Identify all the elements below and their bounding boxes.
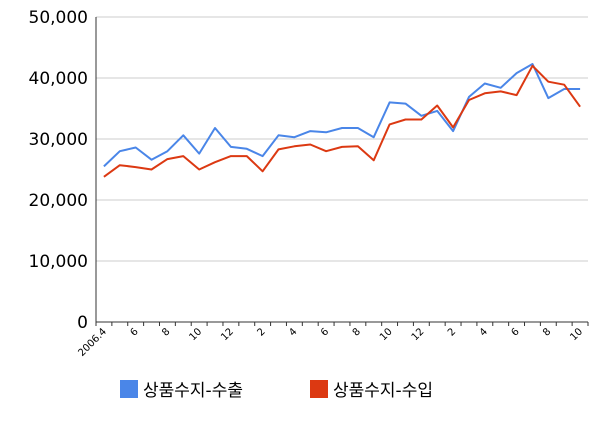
y-tick-label: 30,000 <box>29 130 88 150</box>
x-tick-label: 2 <box>255 326 267 338</box>
series-line-1 <box>103 63 581 168</box>
y-tick-label: 50,000 <box>29 8 88 28</box>
legend: 상품수지-수출 상품수지-수입 <box>120 380 433 401</box>
x-tick-label: 2 <box>446 326 458 338</box>
x-tick-label: 8 <box>541 326 553 338</box>
x-tick-label: 10 <box>568 326 585 343</box>
x-tick-label: 10 <box>378 326 395 343</box>
x-tick-label: 8 <box>160 326 172 338</box>
legend-swatch <box>120 380 138 398</box>
legend-label: 상품수지-수입 <box>333 381 433 401</box>
legend-label: 상품수지-수출 <box>143 381 243 401</box>
x-tick-label: 8 <box>351 326 363 338</box>
x-tick-label: 12 <box>219 326 236 343</box>
x-tick-label: 10 <box>187 326 204 343</box>
x-tick-label: 12 <box>410 326 427 343</box>
y-tick-labels: 0 10,000 20,000 30,000 40,000 50,000 <box>29 8 88 333</box>
y-tick-label: 0 <box>77 313 88 333</box>
y-tick-label: 40,000 <box>29 69 88 89</box>
x-tick-label: 6 <box>319 326 331 338</box>
series-lines <box>103 63 581 178</box>
x-tick-label: 6 <box>509 326 521 338</box>
x-tick-label: 4 <box>478 326 490 338</box>
x-tick-label: 6 <box>129 326 141 338</box>
y-tick-label: 20,000 <box>29 191 88 211</box>
x-tick-label: 4 <box>287 326 299 338</box>
x-tick-labels: 2006.4 6 8 10 12 2 4 6 8 10 12 2 4 6 8 10 <box>77 326 586 359</box>
grid-lines <box>96 16 588 262</box>
legend-swatch <box>310 380 328 398</box>
axes <box>95 17 589 326</box>
series-line-2 <box>103 64 581 178</box>
y-tick-label: 10,000 <box>29 252 88 272</box>
